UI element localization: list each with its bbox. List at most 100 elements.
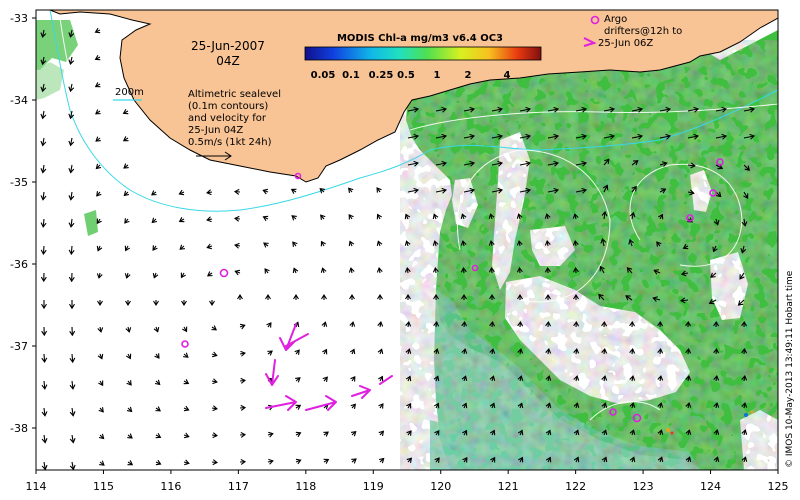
velocity-vector-head — [69, 384, 76, 390]
velocity-vector-head — [609, 106, 616, 113]
velocity-vector-head — [743, 193, 749, 199]
velocity-vector-head — [432, 240, 439, 246]
velocity-vector-head — [68, 140, 75, 147]
velocity-vector — [715, 164, 723, 169]
velocity-vector — [575, 135, 587, 139]
velocity-vector-head — [405, 293, 411, 300]
velocity-vector — [71, 461, 74, 470]
velocity-vector — [743, 218, 746, 226]
velocity-vector-head — [572, 213, 579, 219]
velocity-vector-head — [637, 106, 644, 113]
velocity-vector-head — [68, 249, 75, 256]
velocity-vector — [43, 380, 46, 389]
velocity-vector-head — [68, 222, 75, 228]
velocity-vector-head — [266, 322, 272, 328]
velocity-vector-head — [239, 323, 246, 330]
velocity-vector-head — [97, 353, 104, 360]
velocity-vector — [435, 189, 447, 193]
velocity-vector-head — [573, 456, 580, 463]
velocity-vector — [631, 186, 637, 193]
velocity-vector-head — [601, 429, 608, 436]
velocity-vector — [71, 380, 74, 389]
velocity-vector-head — [685, 456, 692, 463]
velocity-vector-head — [462, 457, 468, 463]
velocity-vector-head — [461, 321, 468, 327]
velocity-vector-head — [240, 458, 247, 465]
velocity-vector-head — [741, 456, 748, 462]
velocity-vector-head — [545, 456, 552, 463]
velocity-vector-head — [212, 405, 218, 412]
velocity-vector — [69, 29, 73, 38]
velocity-vector — [710, 272, 717, 278]
velocity-vector-head — [489, 429, 496, 436]
velocity-vector-head — [656, 241, 662, 247]
velocity-vector-head — [69, 303, 75, 310]
velocity-vector-head — [377, 321, 384, 327]
velocity-vector-head — [349, 321, 356, 327]
velocity-vector — [71, 434, 74, 443]
velocity-vector-head — [240, 377, 246, 384]
velocity-vector-head — [264, 268, 270, 274]
velocity-vector-head — [665, 106, 672, 113]
velocity-vector — [463, 135, 475, 139]
velocity-vector-head — [433, 375, 440, 382]
velocity-vector — [601, 238, 605, 247]
velocity-vector — [71, 407, 74, 416]
velocity-vector-head — [376, 213, 382, 220]
x-tick-label: 124 — [700, 480, 721, 493]
velocity-vector — [70, 191, 73, 200]
velocity-vector-head — [240, 350, 246, 357]
velocity-vector-head — [68, 86, 75, 93]
velocity-vector-head — [713, 219, 720, 226]
x-tick-label: 123 — [633, 480, 654, 493]
velocity-vector-head — [661, 161, 668, 167]
plot-frame — [35, 9, 779, 471]
velocity-vector-head — [599, 265, 605, 272]
velocity-vector-head — [462, 429, 468, 436]
velocity-vector-head — [741, 375, 748, 381]
velocity-vector-head — [685, 429, 692, 435]
velocity-vector-head — [124, 245, 131, 252]
velocity-vector-head — [434, 429, 440, 436]
velocity-vector-head — [155, 433, 162, 439]
svg-text:drifters@12h to: drifters@12h to — [604, 26, 682, 37]
velocity-vector-head — [234, 242, 240, 249]
velocity-vector-head — [40, 249, 47, 256]
velocity-vector-head — [268, 431, 274, 438]
velocity-vector-head — [378, 457, 385, 464]
velocity-vector-head — [320, 240, 326, 247]
velocity-vector-head — [490, 456, 496, 463]
velocity-vector-head — [40, 195, 47, 201]
velocity-vector — [743, 108, 755, 112]
velocity-vector-head — [295, 404, 302, 410]
velocity-vector-head — [234, 215, 240, 222]
velocity-vector-head — [292, 241, 298, 247]
velocity-vector-head — [434, 457, 440, 463]
velocity-vector-head — [741, 347, 748, 354]
velocity-vector-head — [96, 218, 102, 225]
velocity-vector-head — [441, 106, 448, 113]
velocity-vector-head — [40, 59, 47, 66]
velocity-vector — [407, 108, 419, 112]
velocity-vector — [463, 108, 475, 112]
velocity-vector — [654, 269, 661, 274]
velocity-vector-head — [95, 109, 101, 115]
velocity-vector — [631, 212, 634, 220]
velocity-vector — [631, 108, 643, 112]
velocity-vector-head — [713, 320, 720, 327]
velocity-vector-head — [69, 357, 76, 364]
velocity-vector-head — [41, 411, 48, 417]
velocity-scale-label: 0.5m/s (1kt 24h) — [188, 137, 272, 148]
velocity-vector-head — [378, 430, 385, 437]
x-tick-label: 120 — [430, 480, 451, 493]
velocity-vector-head — [713, 456, 720, 462]
velocity-vector-head — [433, 348, 440, 354]
velocity-vector-head — [348, 240, 355, 247]
velocity-vector-head — [320, 214, 326, 220]
velocity-vector-head — [598, 293, 604, 300]
velocity-vector-head — [629, 320, 636, 327]
velocity-vector-head — [469, 106, 476, 113]
velocity-vector-head — [263, 242, 269, 248]
velocity-vector-head — [657, 375, 664, 381]
